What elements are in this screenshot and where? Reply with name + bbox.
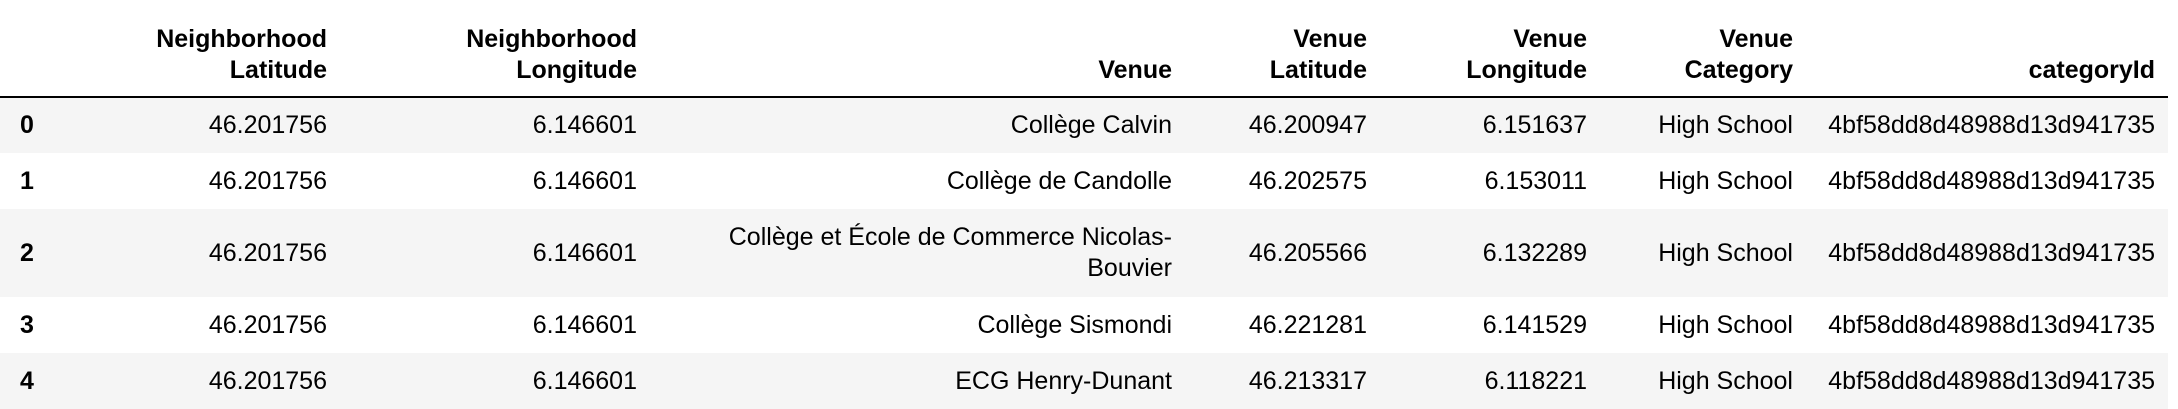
header-row: Neighborhood Latitude Neighborhood Longi… <box>0 0 2168 98</box>
cell-venue: Collège Sismondi <box>977 310 1172 339</box>
cell-venue-latitude: 46.205566 <box>1248 238 1367 267</box>
cell-venue: Collège et École de Commerce Nicolas-Bou… <box>728 223 1172 282</box>
column-header-venue-latitude: Venue Latitude <box>1185 0 1380 98</box>
cell-venue: Collège Calvin <box>1010 111 1172 139</box>
table-row: 2 46.201756 6.146601 Collège et École de… <box>0 209 2168 297</box>
cell-neighborhood-latitude: 46.201756 <box>208 238 327 267</box>
column-header-neighborhood-latitude: Neighborhood Latitude <box>120 0 340 98</box>
cell-venue-longitude: 6.132289 <box>1482 238 1587 267</box>
column-header-category-id: categoryId <box>1806 0 2168 98</box>
cell-venue-longitude: 6.151637 <box>1482 111 1587 139</box>
cell-neighborhood-longitude: 6.146601 <box>532 310 637 339</box>
cell-venue-latitude: 46.213317 <box>1248 366 1367 395</box>
cell-neighborhood-latitude: 46.201756 <box>208 366 327 395</box>
cell-venue-longitude: 6.153011 <box>1484 166 1587 195</box>
cell-neighborhood-latitude: 46.201756 <box>208 111 327 139</box>
table-row: 1 46.201756 6.146601 Collège de Candolle… <box>0 153 2168 209</box>
row-index: 2 <box>20 238 34 267</box>
column-header-venue-longitude: Venue Longitude <box>1380 0 1600 98</box>
cell-category-id: 4bf58dd8d48988d13d941735 <box>1828 310 2155 339</box>
cell-neighborhood-latitude: 46.201756 <box>208 166 327 195</box>
cell-neighborhood-latitude: 46.201756 <box>208 310 327 339</box>
column-header-venue: Venue <box>650 0 1185 98</box>
cell-venue-latitude: 46.221281 <box>1248 310 1367 339</box>
cell-venue-latitude: 46.202575 <box>1248 166 1367 195</box>
cell-venue-latitude: 46.200947 <box>1248 111 1367 139</box>
cell-category-id: 4bf58dd8d48988d13d941735 <box>1828 166 2155 195</box>
cell-neighborhood-longitude: 6.146601 <box>532 238 637 267</box>
table-row: 0 46.201756 6.146601 Collège Calvin 46.2… <box>0 97 2168 153</box>
cell-venue-category: High School <box>1658 366 1793 395</box>
cell-neighborhood-longitude: 6.146601 <box>532 366 637 395</box>
table-row: 4 46.201756 6.146601 ECG Henry-Dunant 46… <box>0 353 2168 409</box>
column-header-venue-category: Venue Category <box>1600 0 1806 98</box>
cell-neighborhood-longitude: 6.146601 <box>532 111 637 139</box>
row-index: 1 <box>20 166 34 195</box>
column-header-neighborhood-longitude: Neighborhood Longitude <box>340 0 650 98</box>
cell-venue: ECG Henry-Dunant <box>955 366 1172 395</box>
cell-venue: Collège de Candolle <box>946 166 1172 195</box>
row-index: 3 <box>20 310 34 339</box>
cell-venue-category: High School <box>1658 238 1793 267</box>
cell-venue-category: High School <box>1658 111 1793 139</box>
cell-category-id: 4bf58dd8d48988d13d941735 <box>1828 238 2155 267</box>
index-header <box>0 0 120 98</box>
cell-category-id: 4bf58dd8d48988d13d941735 <box>1828 366 2155 395</box>
cell-venue-category: High School <box>1658 166 1793 195</box>
cell-venue-longitude: 6.118221 <box>1484 366 1587 395</box>
cell-neighborhood-longitude: 6.146601 <box>532 166 637 195</box>
row-index: 4 <box>20 366 34 395</box>
row-index: 0 <box>20 111 34 139</box>
table-row: 3 46.201756 6.146601 Collège Sismondi 46… <box>0 297 2168 353</box>
cell-venue-longitude: 6.141529 <box>1482 310 1587 339</box>
cell-category-id: 4bf58dd8d48988d13d941735 <box>1828 111 2155 139</box>
cell-venue-category: High School <box>1658 310 1793 339</box>
